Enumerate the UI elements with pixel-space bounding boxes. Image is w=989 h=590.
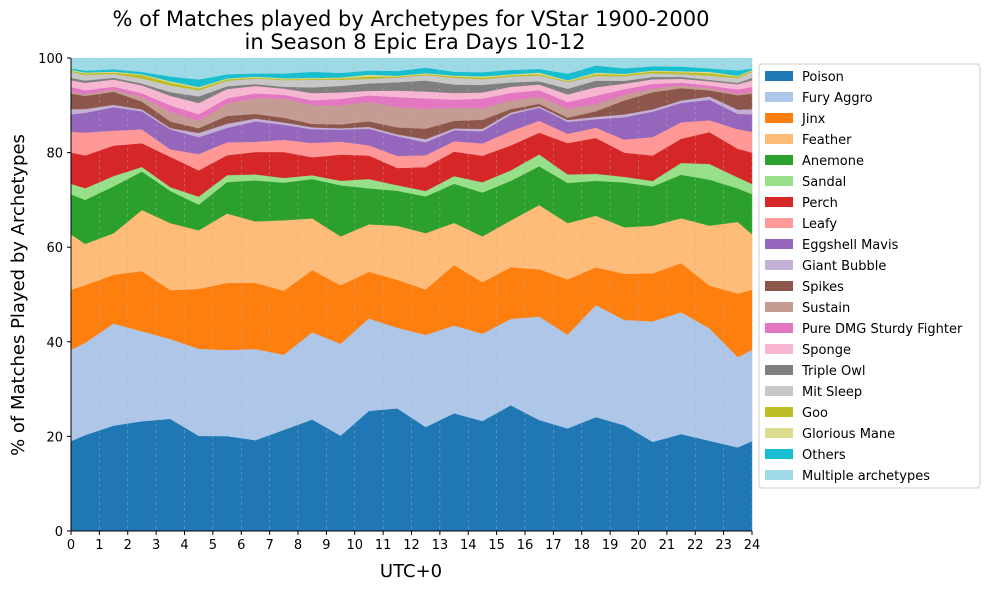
legend-label-5: Sandal bbox=[802, 175, 846, 190]
legend-swatch-14 bbox=[765, 365, 793, 375]
legend-label-0: Poison bbox=[802, 70, 844, 85]
legend-swatch-12 bbox=[765, 323, 793, 333]
y-tick-label-1: 20 bbox=[46, 430, 63, 445]
legend-label-15: Mit Sleep bbox=[802, 385, 862, 400]
legend-swatch-4 bbox=[765, 155, 793, 165]
legend-swatch-7 bbox=[765, 218, 793, 228]
legend-swatch-3 bbox=[765, 134, 793, 144]
legend-label-1: Fury Aggro bbox=[802, 91, 873, 106]
area-series-19 bbox=[70, 57, 753, 80]
legend-swatch-11 bbox=[765, 302, 793, 312]
chart-title-line-1: % of Matches played by Archetypes for VS… bbox=[113, 7, 710, 31]
legend-label-11: Sustain bbox=[802, 301, 850, 316]
legend-swatch-0 bbox=[765, 71, 793, 81]
legend-label-17: Glorious Mane bbox=[802, 427, 895, 442]
legend-swatch-15 bbox=[765, 386, 793, 396]
x-tick-label-9: 9 bbox=[322, 538, 330, 553]
x-tick-label-12: 12 bbox=[403, 538, 420, 553]
x-tick-label-2: 2 bbox=[124, 538, 132, 553]
x-axis-label: UTC+0 bbox=[380, 561, 442, 582]
legend-label-8: Eggshell Mavis bbox=[802, 238, 899, 253]
legend-label-4: Anemone bbox=[802, 154, 864, 169]
y-tick-label-4: 80 bbox=[46, 147, 63, 162]
y-tick-label-3: 60 bbox=[46, 241, 63, 256]
x-tick-label-19: 19 bbox=[602, 538, 619, 553]
legend-label-16: Goo bbox=[802, 406, 828, 421]
x-tick-label-3: 3 bbox=[152, 538, 160, 553]
legend-swatch-18 bbox=[765, 449, 793, 459]
y-axis-label: % of Matches Played by Archetypes bbox=[8, 134, 29, 456]
x-tick-label-0: 0 bbox=[67, 538, 75, 553]
axes: 0 1 2 3 4 5 6 7 8 9 10 11 12 13 14 15 16 17 18 19 20 21 22 23 24… bbox=[38, 52, 760, 553]
legend-swatch-5 bbox=[765, 176, 793, 186]
legend-swatch-19 bbox=[765, 470, 793, 480]
legend-label-7: Leafy bbox=[802, 217, 837, 232]
legend-swatch-1 bbox=[765, 92, 793, 102]
x-tick-label-20: 20 bbox=[630, 538, 647, 553]
x-tick-label-18: 18 bbox=[573, 538, 590, 553]
y-tick-label-2: 40 bbox=[46, 336, 63, 351]
x-tick-label-10: 10 bbox=[346, 538, 363, 553]
x-tick-label-16: 16 bbox=[517, 538, 534, 553]
x-tick-label-22: 22 bbox=[687, 538, 704, 553]
legend-swatch-16 bbox=[765, 407, 793, 417]
legend-label-2: Jinx bbox=[801, 112, 826, 127]
legend-swatch-6 bbox=[765, 197, 793, 207]
y-tick-label-5: 100 bbox=[38, 52, 63, 67]
x-tick-label-7: 7 bbox=[265, 538, 273, 553]
x-tick-label-17: 17 bbox=[545, 538, 562, 553]
x-tick-label-14: 14 bbox=[460, 538, 477, 553]
legend-swatch-10 bbox=[765, 281, 793, 291]
legend-label-12: Pure DMG Sturdy Fighter bbox=[802, 322, 963, 337]
legend-frame bbox=[758, 63, 981, 489]
x-tick-label-13: 13 bbox=[432, 538, 449, 553]
x-tick-label-6: 6 bbox=[237, 538, 245, 553]
x-tick-label-15: 15 bbox=[488, 538, 505, 553]
x-tick-label-24: 24 bbox=[744, 538, 761, 553]
x-tick-label-23: 23 bbox=[715, 538, 732, 553]
chart-title-line-2: in Season 8 Epic Era Days 10-12 bbox=[245, 30, 586, 54]
legend-label-19: Multiple archetypes bbox=[802, 469, 930, 484]
legend-swatch-17 bbox=[765, 428, 793, 438]
x-tick-label-8: 8 bbox=[294, 538, 302, 553]
legend: Poison Fury Aggro Jinx Feather Anemone Sandal… bbox=[758, 63, 981, 489]
legend-swatch-13 bbox=[765, 344, 793, 354]
legend-label-13: Sponge bbox=[802, 343, 851, 358]
y-tick-label-0: 0 bbox=[55, 525, 63, 540]
x-tick-label-11: 11 bbox=[375, 538, 392, 553]
legend-label-3: Feather bbox=[802, 133, 852, 148]
legend-label-14: Triple Owl bbox=[801, 364, 865, 379]
legend-label-9: Giant Bubble bbox=[802, 259, 886, 274]
legend-label-10: Spikes bbox=[802, 280, 844, 295]
x-tick-label-1: 1 bbox=[95, 538, 103, 553]
legend-swatch-9 bbox=[765, 260, 793, 270]
legend-swatch-8 bbox=[765, 239, 793, 249]
x-tick-label-21: 21 bbox=[659, 538, 676, 553]
legend-label-6: Perch bbox=[802, 196, 838, 211]
x-tick-label-5: 5 bbox=[209, 538, 217, 553]
legend-label-18: Others bbox=[802, 448, 846, 463]
legend-swatch-2 bbox=[765, 113, 793, 123]
x-tick-label-4: 4 bbox=[180, 538, 188, 553]
